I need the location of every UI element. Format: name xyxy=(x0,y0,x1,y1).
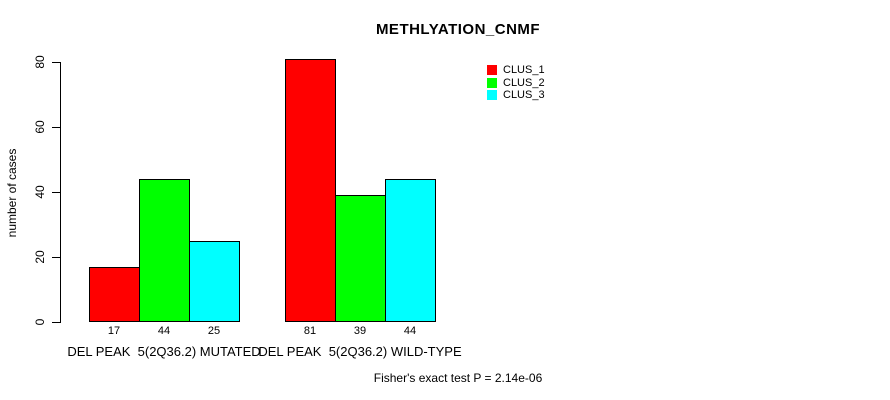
bar-clus_3-group1 xyxy=(189,241,240,322)
bar-value-label: 44 xyxy=(157,325,171,337)
bar-clus_2-group1 xyxy=(139,179,190,322)
y-axis-line xyxy=(60,62,61,323)
bar-clus_2-group2 xyxy=(335,195,386,322)
y-axis-tick xyxy=(52,62,60,63)
legend-label-clus_3: CLUS_3 xyxy=(503,89,545,101)
bar-value-label: 25 xyxy=(207,325,221,337)
category-label: DEL PEAK 5(2Q36.2) WILD-TYPE xyxy=(258,344,462,359)
footnote-pvalue: Fisher's exact test P = 2.14e-06 xyxy=(373,371,543,385)
y-axis-tick-label: 0 xyxy=(33,318,47,326)
legend-label-clus_1: CLUS_1 xyxy=(503,64,545,76)
y-axis-label: number of cases xyxy=(5,148,19,238)
bar-clus_3-group2 xyxy=(385,179,436,322)
legend-swatch-clus_1 xyxy=(487,65,497,75)
y-axis-tick xyxy=(52,192,60,193)
chart-title: METHLYATION_CNMF xyxy=(375,21,541,38)
bar-value-label: 81 xyxy=(303,325,317,337)
y-axis-tick-label: 40 xyxy=(33,185,47,199)
bar-value-label: 17 xyxy=(107,325,121,337)
category-label: DEL PEAK 5(2Q36.2) MUTATED xyxy=(67,344,261,359)
y-axis-tick xyxy=(52,322,60,323)
y-axis-tick-label: 80 xyxy=(33,55,47,69)
y-axis-tick-label: 60 xyxy=(33,120,47,134)
bar-clus_1-group2 xyxy=(285,59,336,322)
legend-swatch-clus_3 xyxy=(487,90,497,100)
y-axis-tick-label: 20 xyxy=(33,250,47,264)
legend-label-clus_2: CLUS_2 xyxy=(503,77,545,89)
y-axis-tick xyxy=(52,127,60,128)
bar-value-label: 44 xyxy=(403,325,417,337)
bar-clus_1-group1 xyxy=(89,267,140,322)
legend-swatch-clus_2 xyxy=(487,78,497,88)
y-axis-tick xyxy=(52,257,60,258)
bar-value-label: 39 xyxy=(353,325,367,337)
